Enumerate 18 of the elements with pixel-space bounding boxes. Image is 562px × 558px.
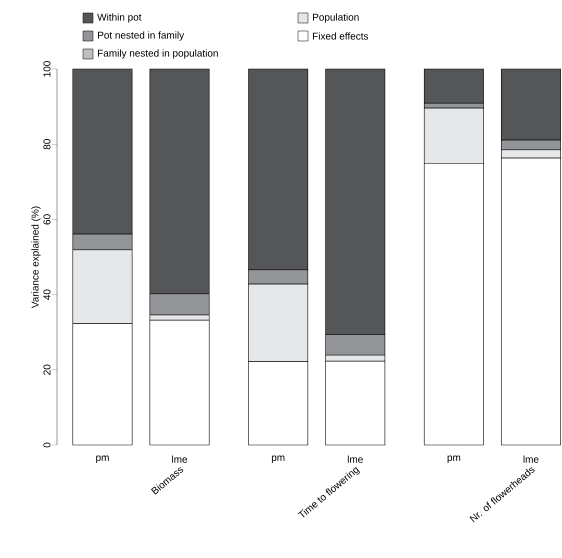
x-tick-label: pm (272, 456, 284, 463)
x-tick-label: lme (524, 456, 539, 463)
x-tick-label: pm (448, 456, 460, 463)
legend-label: Within pot (97, 13, 142, 23)
y-tick-label: 100 (43, 61, 50, 77)
legend-label: Population (313, 13, 359, 23)
y-tick-label: 20 (43, 364, 50, 375)
legend-label: Fixed effects (313, 32, 368, 40)
x-tick-label: lme (172, 456, 188, 463)
legend-label: Pot nested in family (98, 31, 184, 41)
x-tick-label: lme (348, 456, 363, 463)
legend-label: Family nested in population (98, 49, 218, 59)
x-tick-label: pm (96, 456, 109, 463)
y-tick-label: 40 (43, 289, 50, 300)
y-tick-label: 60 (43, 214, 50, 224)
y-axis-title: Variance explained (%) (31, 206, 41, 308)
y-tick-label: 0 (43, 442, 50, 448)
y-tick-label: 80 (43, 139, 50, 150)
